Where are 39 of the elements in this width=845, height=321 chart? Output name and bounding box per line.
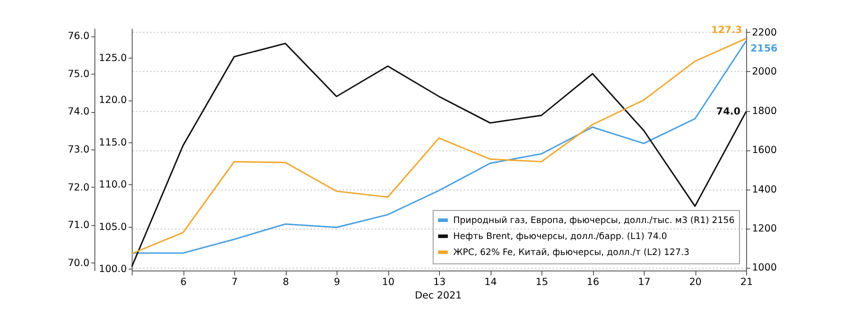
y2-tick-label: 1600 [752, 145, 777, 156]
x-axis-title: Dec 2021 [414, 290, 462, 302]
y-tick-label: 74.0 [68, 106, 90, 118]
y2-tick-label: 2000 [752, 66, 777, 78]
x-tick-label: 10 [382, 277, 394, 288]
legend-label: Нефть Brent, фьючерсы, долл./барр. (L1) 74.0 [453, 232, 668, 242]
x-tick-label: 17 [638, 277, 650, 288]
y3-tick-label: 120.0 [98, 95, 127, 106]
legend-label: ЖРС, 62% Fe, Китай, фьючерсы, долл./т (L2) 127.3 [453, 248, 690, 258]
legend-label: Природный газ, Европа, фьючерсы, долл./тыс. м3 (R1) 2156 [453, 216, 735, 226]
y2-tick-label: 1800 [752, 106, 777, 117]
y2-tick-label: 1000 [752, 262, 777, 274]
x-tick-label: 7 [232, 277, 238, 288]
y-tick-label: 73.0 [68, 144, 90, 156]
x-tick-label: 21 [740, 277, 753, 288]
y3-tick-label: 115.0 [98, 137, 127, 148]
x-tick-label: 8 [282, 277, 289, 288]
data-label: 74.0 [716, 106, 741, 118]
x-tick-label: 15 [536, 277, 548, 288]
y3-tick-label: 110.0 [98, 180, 127, 191]
x-tick-label: 14 [484, 277, 497, 288]
y-tick-label: 75.0 [68, 68, 90, 80]
x-tick-label: 9 [334, 277, 340, 288]
y2-tick-label: 1200 [752, 223, 777, 234]
y2-tick-label: 1400 [752, 184, 777, 196]
x-tick-label: 6 [180, 277, 187, 288]
y3-tick-label: 125.0 [98, 52, 127, 64]
data-label: 2156 [750, 44, 778, 55]
x-tick-label: 16 [586, 277, 600, 288]
y-tick-label: 76.0 [68, 31, 90, 42]
x-tick-label: 20 [689, 277, 702, 288]
y-tick-label: 72.0 [68, 182, 90, 194]
y-tick-label: 71.0 [68, 220, 90, 232]
data-label: 127.3 [711, 25, 742, 36]
y3-tick-label: 105.0 [98, 222, 127, 233]
y3-tick-label: 100.0 [98, 264, 127, 275]
y-tick-label: 70.0 [68, 258, 90, 270]
y2-tick-label: 2200 [752, 27, 777, 38]
x-tick-label: 13 [433, 277, 446, 288]
